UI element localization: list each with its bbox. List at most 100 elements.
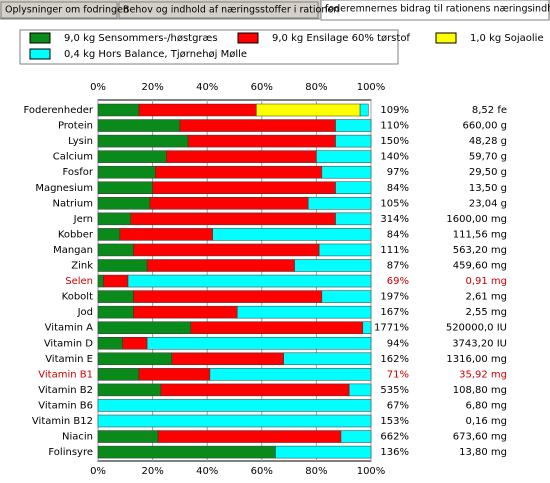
bar-segment: [133, 290, 323, 303]
percent-value: 314%: [380, 214, 409, 225]
bar-segment: [97, 197, 151, 210]
bar-segment: [152, 181, 336, 194]
amount-value: 13,50 g: [469, 183, 507, 194]
row-label: Natrium: [53, 198, 94, 209]
bar-segment: [362, 321, 372, 334]
row-label: Foderenheder: [24, 105, 94, 116]
bar-segment: [97, 103, 140, 117]
bar-segment: [97, 274, 104, 288]
x-tick-label: 20%: [141, 82, 163, 93]
tab[interactable]: [118, 1, 319, 19]
row-label: Vitamin B12: [32, 416, 93, 427]
amount-value: 2,55 mg: [465, 307, 507, 318]
amount-value: 673,60 mg: [453, 432, 507, 443]
tab-label[interactable]: Oplysninger om fodringen: [5, 5, 129, 16]
tab[interactable]: [0, 1, 118, 19]
x-tick-label: 80%: [305, 82, 327, 93]
bar-segment: [146, 337, 372, 350]
legend-label: 1,0 kg Sojaolie: [470, 33, 544, 44]
bar-segment: [157, 430, 342, 443]
percent-value: 140%: [380, 152, 409, 163]
percent-value: 162%: [380, 354, 409, 365]
bar-segment: [149, 197, 309, 210]
row-label: Protein: [58, 121, 93, 132]
bar-segment: [97, 259, 148, 272]
x-tick-label: 40%: [196, 466, 218, 477]
amount-value: 59,70 g: [469, 152, 507, 163]
row-label: Niacin: [62, 432, 93, 443]
bar-segment: [283, 352, 372, 366]
percent-value: 136%: [380, 447, 409, 458]
percent-value: 69%: [387, 276, 409, 287]
percent-value: 71%: [387, 369, 409, 380]
bar-segment: [335, 134, 372, 148]
row-label: Vitamin B1: [38, 369, 93, 380]
amount-value: 29,50 g: [469, 167, 507, 178]
row-label: Jern: [73, 214, 93, 225]
bar-segment: [256, 103, 361, 117]
amount-value: 3743,20 IU: [452, 338, 507, 349]
percent-value: 105%: [380, 198, 409, 209]
amount-value: 48,28 g: [469, 136, 507, 147]
bar-segment: [97, 165, 156, 179]
bar-segment: [321, 290, 372, 303]
tab-active[interactable]: [320, 0, 550, 21]
amount-value: 35,92 mg: [459, 369, 507, 380]
bar-segment: [307, 197, 372, 210]
bar-segment: [97, 414, 372, 428]
bar-segment: [97, 290, 134, 303]
tab-label[interactable]: Behov og indhold af næringsstoffer i rat…: [123, 5, 339, 16]
bar-segment: [236, 305, 372, 319]
row-label: Selen: [65, 276, 93, 287]
x-tick-label: 80%: [305, 466, 327, 477]
bar-segment: [171, 352, 284, 366]
x-tick-label: 40%: [196, 82, 218, 93]
bar-segment: [97, 399, 372, 412]
bar-segment: [97, 321, 192, 334]
row-label: Vitamin A: [45, 323, 93, 334]
tab-label[interactable]: foderemnernes bidrag til rationens nærin…: [325, 4, 550, 15]
amount-value: 1600,00 mg: [446, 214, 507, 225]
bar-segment: [97, 150, 167, 163]
bar-segment: [133, 305, 238, 319]
amount-value: 660,00 g: [462, 121, 507, 132]
bar-segment: [97, 352, 172, 366]
row-label: Magnesium: [35, 183, 93, 194]
x-tick-label: 60%: [251, 466, 273, 477]
row-label: Fosfor: [63, 167, 94, 178]
bar-segment: [122, 337, 148, 350]
legend-label: 0,4 kg Hors Balance, Tjørnehøj Mølle: [64, 49, 247, 60]
percent-value: 153%: [380, 416, 409, 427]
bar-segment: [97, 445, 276, 459]
amount-value: 8,52 fe: [472, 105, 507, 116]
bar-segment: [316, 150, 372, 163]
bar-segment: [103, 274, 129, 288]
percent-value: 67%: [387, 400, 409, 411]
row-label: Kobolt: [62, 292, 93, 303]
bar-segment: [335, 119, 372, 132]
bar-segment: [335, 212, 372, 226]
amount-value: 111,56 mg: [453, 229, 507, 240]
percent-value: 109%: [380, 105, 409, 116]
bar-segment: [97, 368, 140, 381]
legend-swatch: [29, 48, 51, 60]
percent-value: 150%: [380, 136, 409, 147]
bar-segment: [97, 430, 159, 443]
bar-segment: [212, 228, 372, 241]
legend-swatch: [435, 32, 457, 44]
row-label: Zink: [71, 261, 93, 272]
bar-segment: [119, 228, 213, 241]
legend-label: 9,0 kg Ensilage 60% tørstof: [272, 33, 410, 44]
bar-segment: [187, 134, 336, 148]
percent-value: 97%: [387, 167, 409, 178]
legend-swatch: [237, 32, 259, 44]
row-label: Vitamin D: [44, 338, 93, 349]
amount-value: 459,60 mg: [453, 261, 507, 272]
bar-segment: [138, 103, 257, 117]
percent-value: 1771%: [374, 323, 409, 334]
amount-value: 0,91 mg: [465, 276, 507, 287]
percent-value: 535%: [380, 385, 409, 396]
bar-segment: [97, 119, 181, 132]
amount-value: 2,61 mg: [465, 292, 507, 303]
